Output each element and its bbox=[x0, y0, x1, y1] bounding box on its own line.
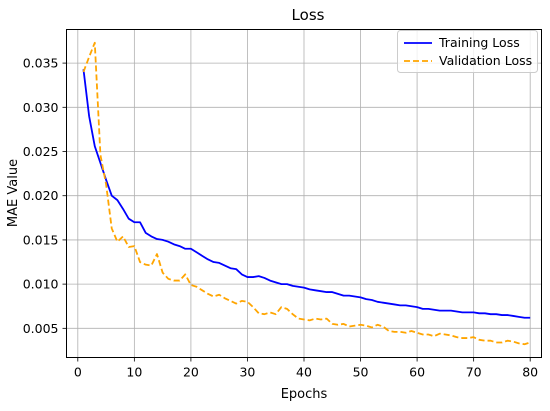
series-layer bbox=[82, 41, 531, 346]
y-axis-label: MAE Value bbox=[6, 159, 21, 227]
y-axis-ticks: 0.005 0.010 0.015 0.020 0.025 0.030 0.035 bbox=[23, 56, 67, 336]
x-axis-label: Epochs bbox=[281, 387, 328, 402]
y-tick-label: 0.025 bbox=[23, 144, 59, 159]
y-tick-label: 0.010 bbox=[23, 277, 59, 292]
x-tick-label: 20 bbox=[183, 365, 199, 380]
x-axis-ticks: 0 10 20 30 40 50 60 70 80 bbox=[74, 357, 538, 380]
grid-layer bbox=[66, 29, 542, 358]
y-tick-label: 0.030 bbox=[23, 100, 59, 115]
legend-label-validation: Validation Loss bbox=[439, 53, 532, 68]
x-tick-label: 70 bbox=[466, 365, 482, 380]
x-tick-label: 80 bbox=[522, 365, 538, 380]
chart-title: Loss bbox=[292, 6, 325, 24]
validation-loss-line bbox=[82, 41, 531, 346]
y-tick-label: 0.005 bbox=[23, 321, 59, 336]
x-tick-label: 0 bbox=[74, 365, 82, 380]
legend-label-training: Training Loss bbox=[438, 35, 520, 50]
x-tick-label: 40 bbox=[296, 365, 312, 380]
x-tick-label: 30 bbox=[239, 365, 255, 380]
legend: Training Loss Validation Loss bbox=[397, 30, 538, 73]
training-loss-line bbox=[82, 69, 531, 319]
x-tick-label: 60 bbox=[409, 365, 425, 380]
legend-box bbox=[397, 30, 538, 73]
x-tick-label: 10 bbox=[126, 365, 142, 380]
x-tick-label: 50 bbox=[353, 365, 369, 380]
y-tick-label: 0.020 bbox=[23, 188, 59, 203]
y-tick-label: 0.035 bbox=[23, 56, 59, 71]
y-tick-label: 0.015 bbox=[23, 232, 59, 247]
